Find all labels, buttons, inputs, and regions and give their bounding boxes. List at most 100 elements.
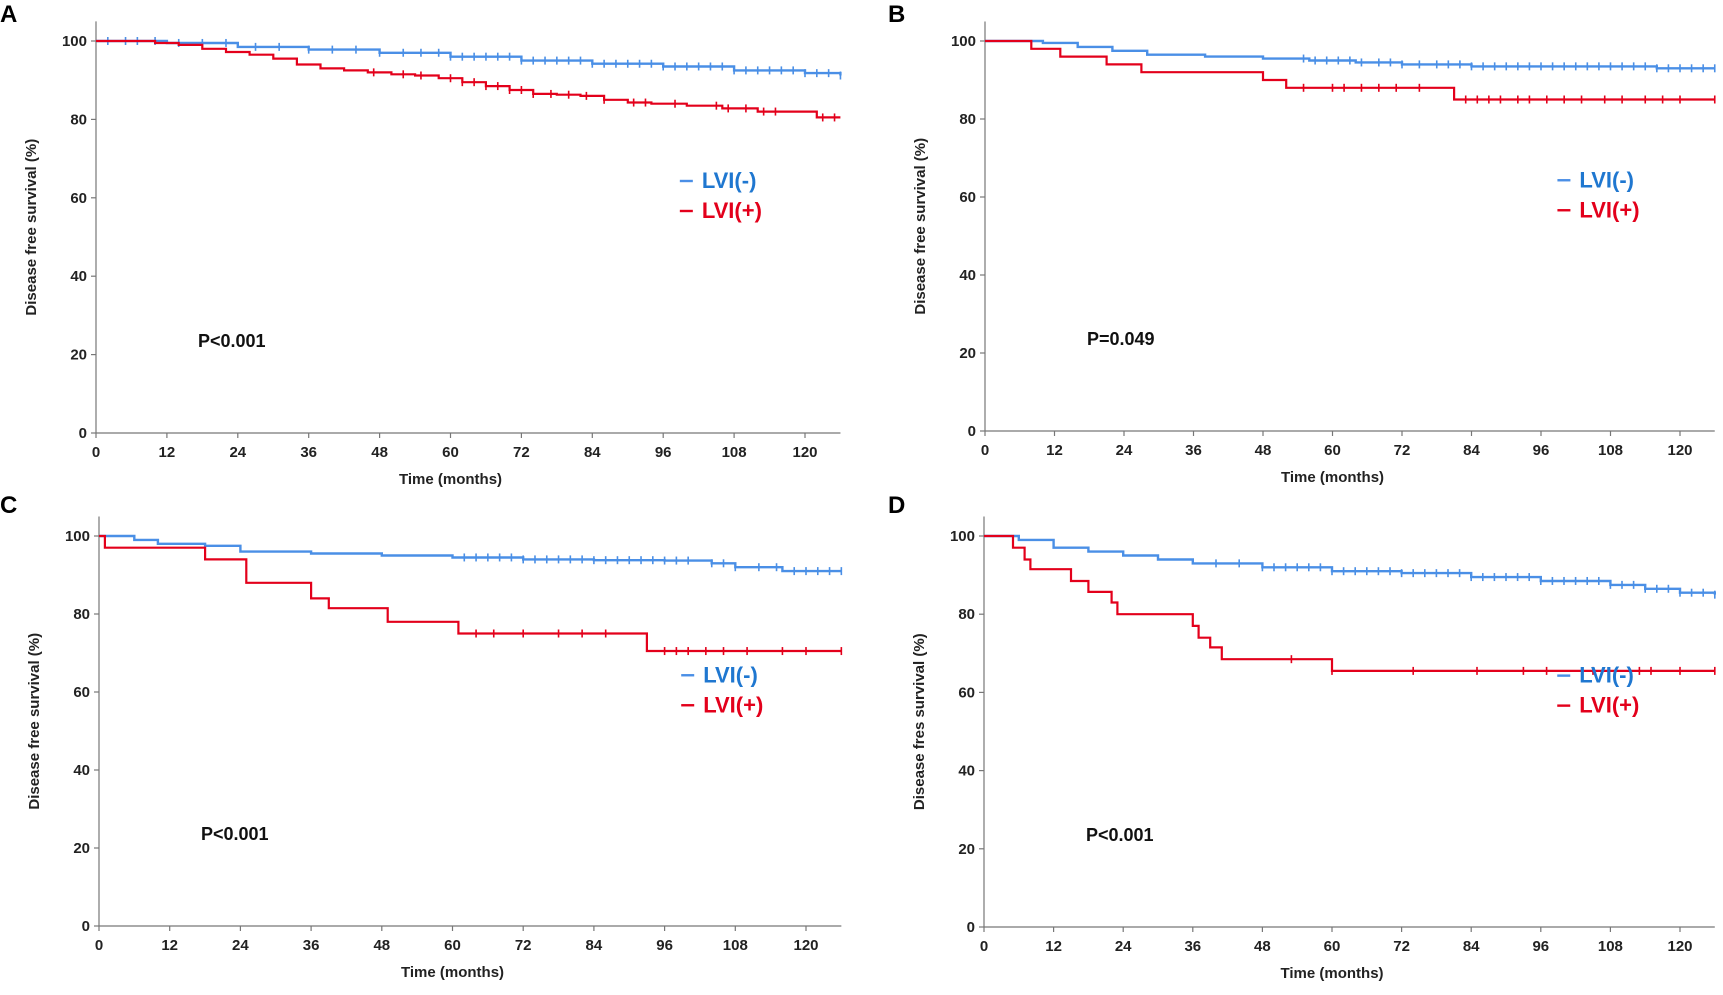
x-tick-label: 96 [1533, 442, 1550, 459]
y-tick-label: 40 [958, 763, 975, 780]
panel-letter: A [0, 1, 17, 28]
x-tick-label: 36 [303, 937, 320, 954]
y-tick-label: 100 [62, 33, 87, 50]
y-tick-label: 0 [968, 423, 976, 440]
series-lvi-negative [984, 534, 1716, 599]
x-tick-label: 36 [1184, 938, 1201, 955]
p-value-annotation: P<0.001 [198, 331, 266, 351]
x-tick-label: 96 [1532, 938, 1549, 955]
y-axis-title: Disease free survival (%) [26, 633, 43, 810]
y-axis-title: Disease free survival (%) [23, 139, 40, 316]
legend-label: LVI(-) [1579, 663, 1634, 688]
y-tick-label: 0 [82, 918, 90, 935]
y-tick-label: 40 [70, 268, 87, 285]
series-lvi-negative [99, 534, 843, 576]
legend-label: LVI(+) [702, 198, 762, 223]
chart-panel-d: D 0 12 24 36 48 60 72 84 96 108 120 0 20 40 60 80 100 Time… [888, 492, 1716, 982]
x-tick-label: 12 [1045, 938, 1062, 955]
x-tick-label: 0 [92, 444, 100, 461]
x-tick-label: 60 [1324, 442, 1341, 459]
chart-panel-b: B 0 12 24 36 48 60 72 84 96 108 120 0 20 40 60 80 100 Time… [888, 1, 1716, 486]
x-axis-title: Time (months) [401, 964, 504, 981]
y-axis-title: Disease fres survival (%) [911, 633, 928, 810]
y-tick-label: 0 [967, 919, 975, 936]
x-tick-label: 48 [1254, 938, 1271, 955]
series-lvi-positive [985, 39, 1716, 104]
x-tick-label: 96 [656, 937, 673, 954]
y-tick-label: 20 [73, 840, 90, 857]
x-tick-label: 60 [444, 937, 461, 954]
x-tick-label: 36 [300, 444, 317, 461]
survival-curve [99, 534, 842, 653]
series-lvi-positive [99, 534, 843, 656]
x-tick-label: 48 [371, 444, 388, 461]
y-tick-label: 20 [958, 841, 975, 858]
y-tick-label: 60 [73, 684, 90, 701]
y-tick-label: 80 [959, 111, 976, 128]
x-tick-label: 108 [1598, 938, 1623, 955]
x-tick-label: 84 [584, 444, 601, 461]
legend-label: LVI(+) [703, 692, 763, 717]
chart-panel-a: A 0 12 24 36 48 60 72 84 96 108 120 0 20 40 60 80 100 Time… [0, 1, 842, 488]
survival-curve [96, 39, 842, 76]
y-tick-label: 100 [65, 528, 90, 545]
y-tick-label: 20 [70, 347, 87, 364]
legend-label: LVI(-) [1579, 167, 1634, 192]
y-tick-label: 80 [958, 606, 975, 623]
y-tick-label: 20 [959, 345, 976, 362]
x-tick-label: 12 [159, 444, 176, 461]
x-tick-label: 108 [723, 937, 748, 954]
series-lvi-negative [96, 37, 842, 80]
series-lvi-positive [96, 39, 841, 122]
x-tick-label: 48 [373, 937, 390, 954]
x-tick-label: 48 [1255, 442, 1272, 459]
y-tick-label: 60 [70, 190, 87, 207]
x-tick-label: 60 [442, 444, 459, 461]
panel-letter: B [888, 1, 905, 28]
x-tick-label: 120 [793, 937, 818, 954]
x-tick-label: 108 [722, 444, 747, 461]
y-tick-label: 100 [950, 528, 975, 545]
x-tick-label: 0 [980, 938, 988, 955]
chart-panel-c: C 0 12 24 36 48 60 72 84 96 108 120 0 20 40 60 80 100 Time… [0, 492, 843, 981]
x-tick-label: 24 [1115, 938, 1132, 955]
x-tick-label: 84 [1463, 938, 1480, 955]
legend-label: LVI(-) [703, 662, 758, 687]
p-value-annotation: P<0.001 [1086, 825, 1154, 845]
y-tick-label: 80 [73, 606, 90, 623]
x-tick-label: 72 [513, 444, 530, 461]
x-tick-label: 72 [515, 937, 532, 954]
p-value-annotation: P=0.049 [1087, 329, 1155, 349]
panel-letter: C [0, 492, 17, 519]
legend-label: LVI(+) [1579, 693, 1639, 718]
series-lvi-positive [984, 534, 1716, 675]
x-tick-label: 72 [1394, 442, 1411, 459]
survival-curve [984, 534, 1715, 672]
x-tick-label: 12 [1046, 442, 1063, 459]
p-value-annotation: P<0.001 [201, 824, 269, 844]
panel-letter: D [888, 492, 905, 519]
x-axis-title: Time (months) [399, 471, 502, 488]
survival-curve [99, 534, 842, 573]
series-lvi-negative [985, 39, 1716, 73]
y-tick-label: 60 [959, 189, 976, 206]
x-tick-label: 84 [586, 937, 603, 954]
y-tick-label: 60 [958, 684, 975, 701]
x-tick-label: 84 [1463, 442, 1480, 459]
x-tick-label: 108 [1598, 442, 1623, 459]
x-tick-label: 72 [1393, 938, 1410, 955]
x-tick-label: 24 [229, 444, 246, 461]
x-tick-label: 0 [981, 442, 989, 459]
survival-curve [984, 534, 1716, 595]
x-tick-label: 24 [232, 937, 249, 954]
x-tick-label: 0 [95, 937, 103, 954]
x-tick-label: 120 [792, 444, 817, 461]
x-tick-label: 120 [1667, 938, 1692, 955]
y-tick-label: 100 [951, 33, 976, 50]
x-tick-label: 120 [1667, 442, 1692, 459]
x-axis-title: Time (months) [1281, 469, 1384, 486]
legend-label: LVI(-) [702, 168, 757, 193]
y-tick-label: 40 [73, 762, 90, 779]
y-tick-label: 80 [70, 111, 87, 128]
